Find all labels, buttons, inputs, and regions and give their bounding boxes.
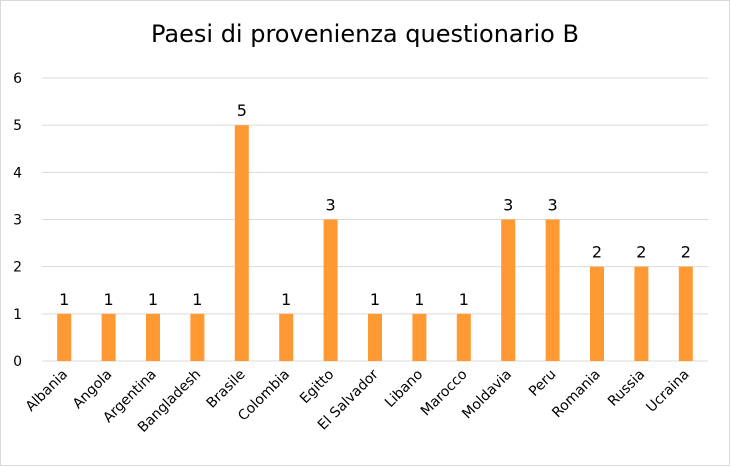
bar [678,266,693,361]
y-tick-label: 5 [13,118,22,134]
bar [590,266,604,361]
data-label: 2 [681,243,691,262]
y-tick-label: 2 [13,260,22,276]
bar [412,313,427,361]
data-label: 3 [503,196,513,215]
x-tick-label: Moldavia [459,367,515,423]
x-tick-label: Egitto [297,367,337,407]
data-label: 1 [104,290,114,309]
data-label: 5 [237,101,247,120]
data-label: 1 [459,290,469,309]
bar [634,266,649,361]
x-tick-label: Russia [605,367,648,410]
bar [234,125,249,362]
data-label: 1 [148,290,158,309]
x-tick-label: Brasile [204,367,249,412]
bar [146,313,160,361]
data-label: 3 [326,196,336,215]
data-label: 1 [281,290,291,309]
data-label: 2 [636,243,646,262]
bar [57,313,72,361]
data-label: 1 [370,290,380,309]
x-tick-label: Romania [549,367,604,422]
bar [279,313,294,361]
bar [101,313,116,361]
bar [323,219,338,361]
y-tick-label: 1 [13,307,22,323]
x-tick-label: Albania [23,367,71,415]
x-tick-label: Libano [382,367,426,411]
data-label: 1 [414,290,424,309]
data-label: 1 [59,290,69,309]
data-label: 2 [592,243,602,262]
y-tick-label: 6 [13,71,22,87]
x-tick-label: Ucraina [643,367,692,416]
data-label: 3 [548,196,558,215]
y-tick-label: 3 [13,213,22,229]
chart-title: Paesi di provenienza questionario B [151,20,579,48]
y-tick-label: 4 [13,165,22,181]
y-tick-label: 0 [13,354,22,370]
bar [501,219,516,361]
bar [190,313,205,361]
bar [456,313,471,361]
bar [545,219,560,361]
bar [368,313,382,361]
x-tick-label: Peru [526,367,559,400]
data-label: 1 [192,290,202,309]
